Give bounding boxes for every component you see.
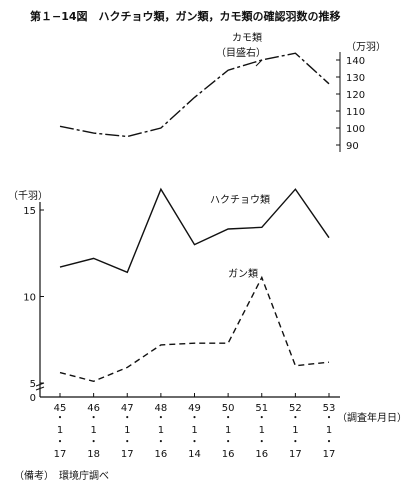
x-tick-day: 16 (222, 449, 235, 460)
kamo-series-line (59, 52, 330, 138)
x-tick-day: 17 (121, 449, 134, 460)
x-tick-year: 47 (121, 403, 134, 414)
left-y-axis-label: （千羽） (8, 190, 48, 202)
x-tick-month: 1 (124, 425, 130, 436)
x-tick-day: 17 (323, 449, 336, 460)
x-axis-ticks: 45・1・1746・1・1847・1・1748・1・1649・1・1450・1・… (54, 393, 336, 460)
x-tick-month: 1 (90, 425, 96, 436)
x-tick-day: 16 (155, 449, 168, 460)
x-tick-year: 45 (54, 403, 67, 414)
chart-title: 第１−14図 ハクチョウ類，ガン類，カモ類の確認羽数の推移 (30, 10, 341, 23)
x-tick-dot: ・ (55, 413, 65, 424)
x-tick-year: 51 (255, 403, 268, 414)
x-tick-year: 52 (289, 403, 302, 414)
x-tick-dot: ・ (122, 413, 132, 424)
x-tick-day: 17 (54, 449, 67, 460)
x-tick-year: 48 (155, 403, 168, 414)
x-tick-dot: ・ (257, 437, 267, 448)
hakucho-series-label: ハクチョウ類 (210, 194, 270, 206)
right-y-tick-label: 100 (346, 124, 365, 135)
x-tick-dot: ・ (223, 437, 233, 448)
x-tick-month: 1 (292, 425, 298, 436)
x-tick-month: 1 (57, 425, 63, 436)
x-tick-dot: ・ (290, 437, 300, 448)
right-y-axis-label: （万羽） (346, 41, 386, 53)
x-tick-dot: ・ (257, 413, 267, 424)
x-tick-dot: ・ (156, 413, 166, 424)
x-tick-dot: ・ (122, 437, 132, 448)
kamo-series-sublabel: （目盛右） (216, 46, 266, 59)
kamo-label-pointer (255, 59, 263, 67)
right-y-axis: 140 130 120 110 100 90 (255, 52, 365, 152)
x-tick-dot: ・ (190, 437, 200, 448)
x-tick-dot: ・ (190, 413, 200, 424)
x-tick-dot: ・ (89, 437, 99, 448)
x-tick-year: 49 (188, 403, 201, 414)
x-tick-dot: ・ (89, 413, 99, 424)
source-note: （備考） 環境庁調べ (14, 471, 109, 482)
x-tick-month: 1 (326, 425, 332, 436)
x-tick-day: 17 (289, 449, 302, 460)
right-y-tick-label: 90 (346, 141, 359, 152)
x-tick-day: 18 (87, 449, 100, 460)
x-tick-day: 16 (255, 449, 268, 460)
x-tick-dot: ・ (156, 437, 166, 448)
axis-break-mark (35, 382, 45, 391)
x-tick-dot: ・ (324, 413, 334, 424)
left-y-axis: 15 10 5 0 (23, 202, 45, 404)
right-y-tick-label: 110 (346, 107, 365, 118)
x-tick-dot: ・ (55, 437, 65, 448)
x-tick-year: 53 (323, 403, 336, 414)
x-axis-label: （調査年月日） (337, 411, 407, 424)
kamo-series-label: カモ類 (232, 32, 262, 44)
x-tick-dot: ・ (324, 437, 334, 448)
gan-series-line (59, 275, 330, 383)
x-tick-month: 1 (191, 425, 197, 436)
left-y-tick-label: 0 (30, 393, 36, 404)
x-tick-month: 1 (225, 425, 231, 436)
right-y-tick-label: 140 (346, 56, 365, 67)
x-tick-month: 1 (259, 425, 265, 436)
left-y-tick-label: 5 (30, 379, 36, 390)
x-tick-dot: ・ (223, 413, 233, 424)
x-tick-year: 46 (87, 403, 100, 414)
x-tick-month: 1 (158, 425, 164, 436)
right-y-tick-label: 130 (346, 73, 365, 84)
hakucho-series-line (59, 187, 330, 274)
left-y-tick-label: 15 (23, 206, 36, 217)
x-tick-dot: ・ (290, 413, 300, 424)
gan-series-label: ガン類 (228, 268, 258, 280)
right-y-tick-label: 120 (346, 90, 365, 101)
x-tick-year: 50 (222, 403, 235, 414)
x-tick-day: 14 (188, 449, 201, 460)
left-y-tick-label: 10 (23, 293, 36, 304)
